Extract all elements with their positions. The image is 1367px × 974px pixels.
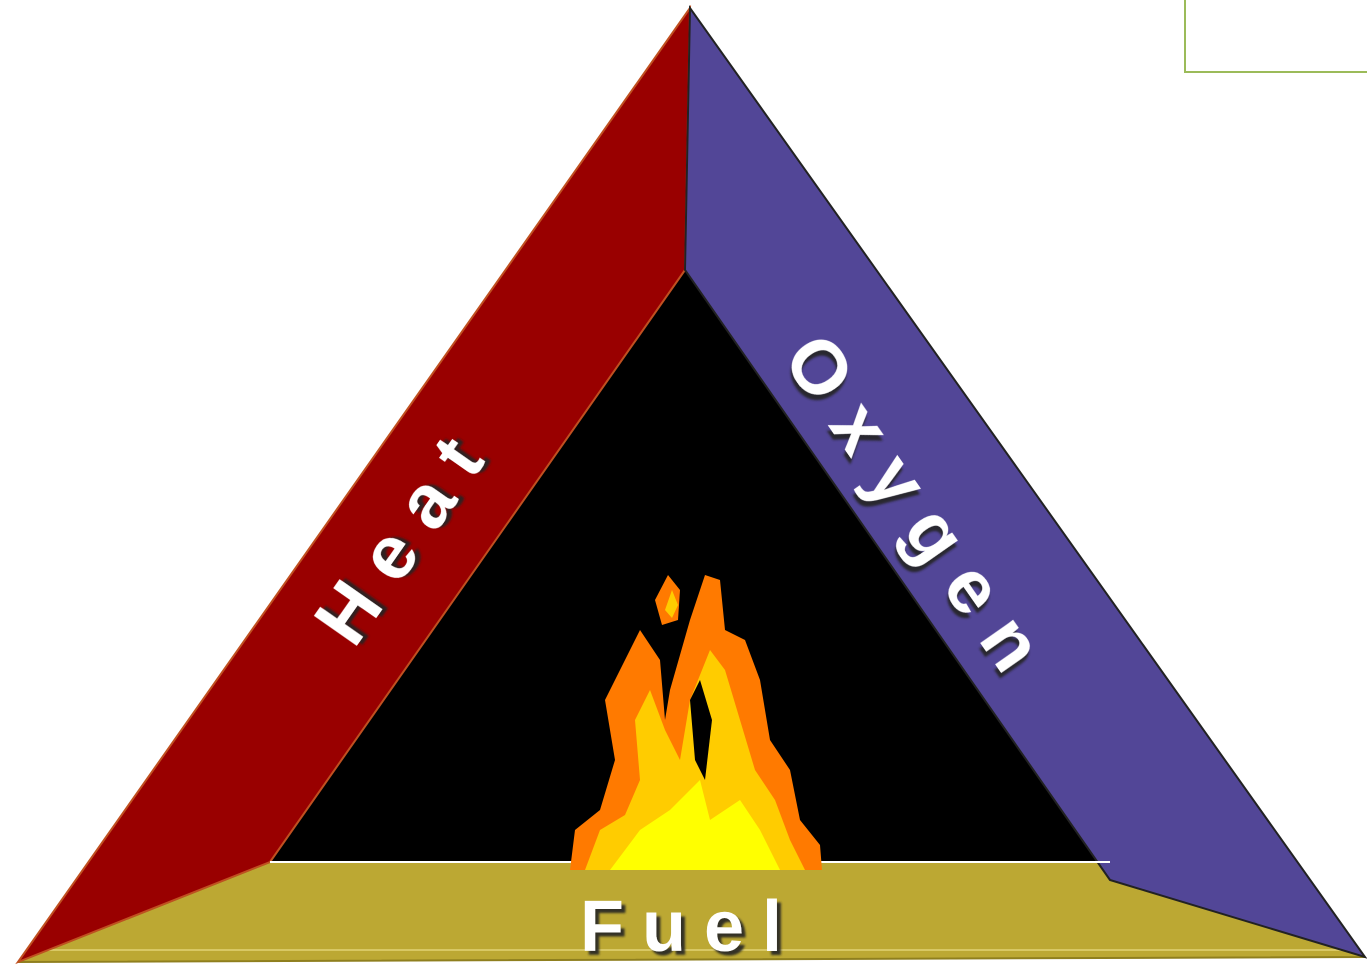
fuel-label: Fuel: [580, 887, 800, 967]
inner-triangle: [270, 270, 1110, 862]
flame: [570, 575, 822, 870]
corner-box: [1184, 0, 1367, 73]
oxygen-side: [683, 4, 1367, 959]
